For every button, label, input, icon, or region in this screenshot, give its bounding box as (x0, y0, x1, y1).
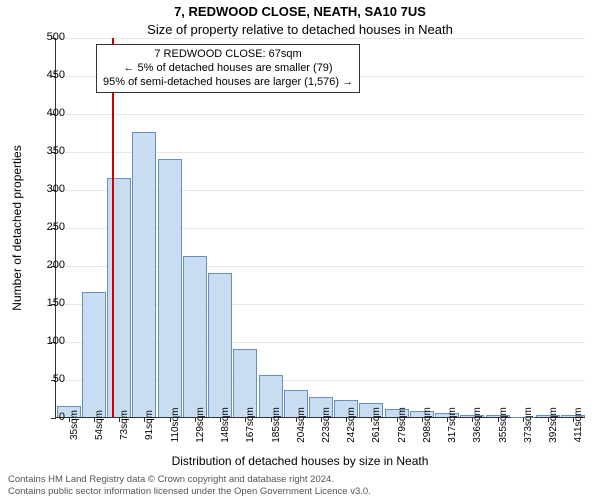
xtick-label: 279sqm (397, 407, 408, 443)
xtick-mark (397, 417, 398, 422)
x-axis-label: Distribution of detached houses by size … (0, 454, 600, 468)
ytick-label: 250 (25, 221, 65, 233)
xtick-label: 336sqm (472, 407, 483, 443)
xtick-mark (195, 417, 196, 422)
histogram-bar: 185sqm (259, 37, 283, 417)
bar-fill (158, 159, 182, 417)
xtick-label: 185sqm (271, 407, 282, 443)
ytick-label: 150 (25, 297, 65, 309)
xtick-label: 411sqm (573, 408, 584, 443)
xtick-mark (144, 417, 145, 422)
xtick-label: 110sqm (170, 408, 181, 443)
xtick-mark (523, 417, 524, 422)
footer-attribution: Contains HM Land Registry data © Crown c… (8, 474, 592, 498)
histogram-bar: 373sqm (511, 37, 535, 417)
annotation-line-2: ← 5% of detached houses are smaller (79) (103, 62, 353, 76)
xtick-mark (69, 417, 70, 422)
histogram-bar: 204sqm (284, 37, 308, 417)
xtick-label: 73sqm (119, 410, 130, 440)
xtick-label: 167sqm (245, 407, 256, 443)
histogram-bar: 392sqm (536, 37, 560, 417)
footer-line2: Contains public sector information licen… (8, 486, 592, 498)
histogram-bar: 148sqm (208, 37, 232, 417)
xtick-label: 317sqm (447, 407, 458, 443)
annotation-line-1: 7 REDWOOD CLOSE: 67sqm (103, 48, 353, 62)
annotation-line-3: 95% of semi-detached houses are larger (… (103, 76, 353, 90)
histogram-bar: 261sqm (359, 37, 383, 417)
plot-area: 35sqm54sqm73sqm91sqm110sqm129sqm148sqm16… (55, 38, 585, 418)
xtick-mark (573, 417, 574, 422)
xtick-label: 242sqm (346, 407, 357, 443)
bar-fill (183, 256, 207, 417)
xtick-label: 148sqm (220, 407, 231, 443)
xtick-label: 355sqm (498, 407, 509, 443)
histogram-bar: 129sqm (183, 37, 207, 417)
xtick-mark (346, 417, 347, 422)
ytick-label: 450 (25, 69, 65, 81)
footer-line1: Contains HM Land Registry data © Crown c… (8, 474, 592, 486)
xtick-label: 392sqm (548, 407, 559, 443)
xtick-label: 261sqm (371, 407, 382, 443)
xtick-mark (170, 417, 171, 422)
xtick-label: 35sqm (69, 410, 80, 440)
xtick-mark (447, 417, 448, 422)
ytick-label: 350 (25, 145, 65, 157)
y-axis-label: Number of detached properties (10, 145, 24, 310)
histogram-bar: 336sqm (460, 37, 484, 417)
xtick-label: 373sqm (523, 407, 534, 443)
xtick-mark (548, 417, 549, 422)
xtick-mark (498, 417, 499, 422)
ytick-label: 400 (25, 107, 65, 119)
xtick-label: 54sqm (94, 410, 105, 440)
xtick-mark (472, 417, 473, 422)
ytick-label: 200 (25, 259, 65, 271)
xtick-mark (422, 417, 423, 422)
histogram-bar: 355sqm (486, 37, 510, 417)
histogram-bar: 298sqm (410, 37, 434, 417)
xtick-mark (371, 417, 372, 422)
xtick-mark (94, 417, 95, 422)
xtick-mark (119, 417, 120, 422)
xtick-mark (245, 417, 246, 422)
xtick-mark (220, 417, 221, 422)
histogram-bar: 279sqm (385, 37, 409, 417)
xtick-label: 223sqm (321, 407, 332, 443)
xtick-label: 91sqm (144, 410, 155, 440)
xtick-label: 298sqm (422, 407, 433, 443)
bar-fill (132, 132, 156, 417)
histogram-bar: 167sqm (233, 37, 257, 417)
xtick-mark (271, 417, 272, 422)
subject-marker-line (112, 38, 114, 417)
annotation-box: 7 REDWOOD CLOSE: 67sqm← 5% of detached h… (96, 44, 360, 93)
histogram-bar: 110sqm (158, 37, 182, 417)
histogram-bar: 223sqm (309, 37, 333, 417)
histogram-bar: 91sqm (132, 37, 156, 417)
ytick-label: 100 (25, 335, 65, 347)
histogram-bar: 317sqm (435, 37, 459, 417)
histogram-bar: 54sqm (82, 37, 106, 417)
chart-title-line1: 7, REDWOOD CLOSE, NEATH, SA10 7US (0, 4, 600, 19)
chart-title-line2: Size of property relative to detached ho… (0, 22, 600, 37)
bar-fill (208, 273, 232, 417)
bar-fill (82, 292, 106, 417)
histogram-bar: 242sqm (334, 37, 358, 417)
ytick-label: 300 (25, 183, 65, 195)
ytick-label: 500 (25, 31, 65, 43)
xtick-mark (296, 417, 297, 422)
ytick-label: 50 (25, 373, 65, 385)
xtick-mark (321, 417, 322, 422)
xtick-label: 129sqm (195, 407, 206, 443)
histogram-bar: 411sqm (561, 37, 585, 417)
xtick-label: 204sqm (296, 407, 307, 443)
ytick-label: 0 (25, 411, 65, 423)
